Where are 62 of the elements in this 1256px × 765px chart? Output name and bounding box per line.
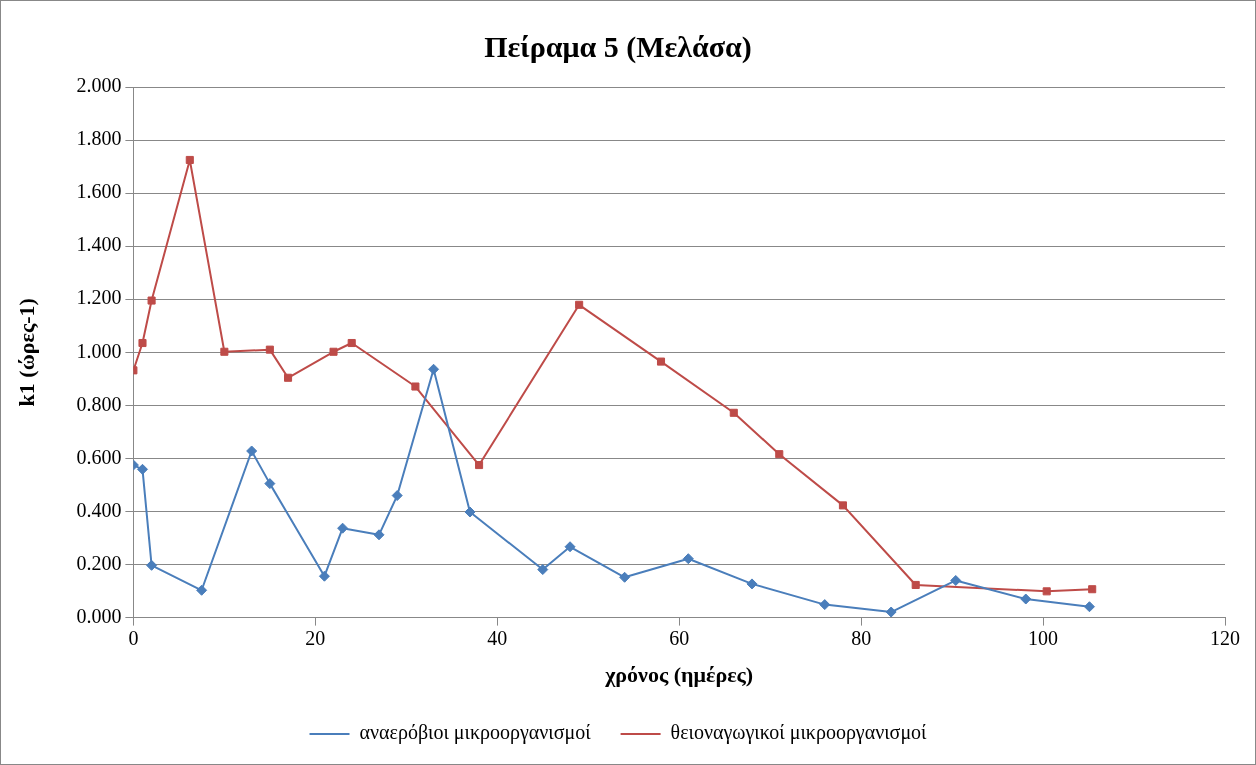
point bbox=[1083, 601, 1095, 613]
point bbox=[337, 522, 349, 534]
y-axis-title: k1 (ώρες-1) bbox=[13, 298, 39, 407]
x-tick-label: 80 bbox=[851, 626, 872, 649]
point bbox=[1020, 593, 1032, 605]
point bbox=[329, 347, 338, 356]
x-tick-label: 20 bbox=[305, 626, 326, 649]
point bbox=[138, 338, 147, 348]
point bbox=[775, 450, 784, 459]
point bbox=[950, 574, 962, 586]
point bbox=[746, 578, 758, 590]
point bbox=[1042, 587, 1051, 596]
y-tick-label: 0.400 bbox=[76, 498, 122, 521]
point bbox=[146, 559, 158, 571]
point bbox=[475, 461, 484, 470]
point bbox=[1088, 585, 1097, 594]
point bbox=[264, 478, 276, 490]
point bbox=[185, 155, 194, 164]
x-axis-title: χρόνος (ημέρες) bbox=[604, 662, 754, 688]
legend-label: θειοναγωγικοί μικροοργανισμοί bbox=[670, 721, 928, 745]
x-tick-label: 0 bbox=[128, 626, 139, 649]
point bbox=[137, 463, 148, 475]
point bbox=[428, 363, 440, 375]
point bbox=[147, 296, 156, 305]
y-tick-label: 1.800 bbox=[76, 127, 122, 150]
point bbox=[246, 445, 258, 457]
y-tick-label: 2.000 bbox=[76, 74, 122, 97]
point bbox=[682, 553, 694, 565]
x-tick-label: 120 bbox=[1210, 626, 1240, 649]
point bbox=[284, 373, 293, 382]
point bbox=[575, 300, 584, 309]
point bbox=[819, 599, 831, 611]
chart-title: Πείραμα 5 (Μελάσα) bbox=[484, 29, 752, 64]
y-tick-label: 1.600 bbox=[76, 180, 122, 203]
y-tick-label: 0.600 bbox=[76, 445, 122, 468]
point bbox=[729, 408, 738, 417]
x-tick-label: 60 bbox=[669, 626, 690, 649]
y-tick-label: 1.000 bbox=[76, 339, 122, 362]
point bbox=[656, 357, 666, 366]
y-tick-label: 0.200 bbox=[76, 551, 122, 574]
point bbox=[347, 338, 356, 348]
legend-label: αναερόβιοι μικροοργανισμοί bbox=[359, 721, 592, 745]
y-tick-label: 0.000 bbox=[76, 604, 122, 627]
point bbox=[537, 564, 549, 576]
point bbox=[373, 529, 385, 541]
y-tick-label: 1.200 bbox=[76, 286, 122, 309]
point bbox=[564, 541, 576, 553]
x-tick-label: 100 bbox=[1028, 626, 1059, 649]
point bbox=[220, 347, 229, 356]
point bbox=[318, 570, 330, 582]
y-tick-label: 0.800 bbox=[76, 392, 122, 415]
point bbox=[885, 606, 897, 618]
point bbox=[391, 490, 403, 502]
point bbox=[265, 345, 274, 354]
point bbox=[911, 580, 920, 589]
point bbox=[464, 506, 476, 518]
point bbox=[838, 501, 847, 510]
x-tick-label: 40 bbox=[487, 626, 508, 649]
point bbox=[619, 571, 631, 583]
point bbox=[196, 584, 208, 596]
point bbox=[411, 382, 420, 391]
y-tick-label: 1.400 bbox=[76, 233, 122, 256]
